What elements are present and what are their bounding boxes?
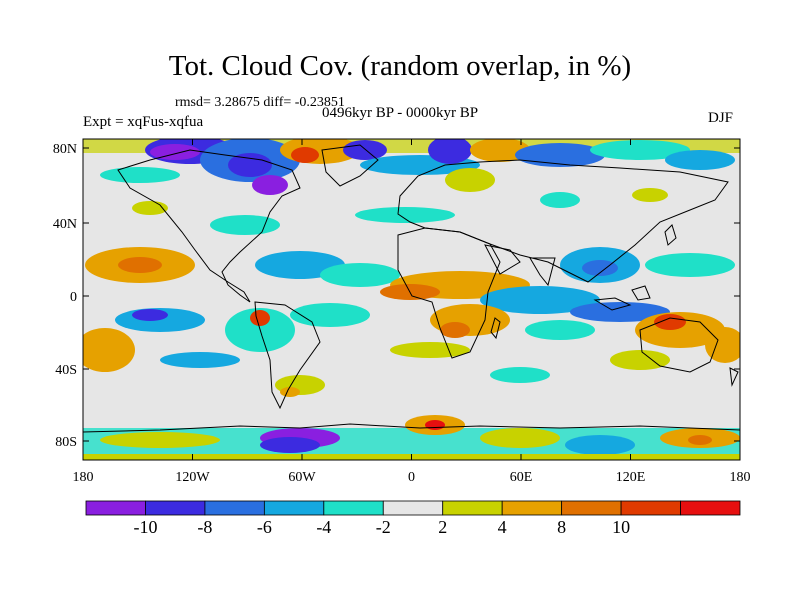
coastlines (83, 144, 740, 433)
colorbar-label: 4 (498, 517, 507, 537)
map-area (83, 139, 740, 460)
colorbar-label: -2 (376, 517, 391, 537)
axis-ticks: 80N 40N 0 40S 80S 180 120W 60W 0 60E 120E 180 (53, 139, 751, 485)
lon-tick-label: 0 (408, 470, 415, 485)
season-label: DJF (708, 110, 734, 126)
colorbar: -10 -8 -6 -4 -2 2 4 8 10 (85, 500, 741, 537)
colorbar-label: -4 (316, 517, 331, 537)
colorbar-swatch (620, 500, 681, 516)
plot-title: Tot. Cloud Cov. (random overlap, in %) (168, 50, 632, 82)
lon-tick-label: 60E (510, 470, 533, 485)
colorbar-swatch (145, 500, 206, 516)
colorbar-label: 10 (612, 517, 630, 537)
colorbar-swatch (323, 500, 384, 516)
colorbar-label: 2 (438, 517, 447, 537)
colorbar-swatch (442, 500, 503, 516)
colorbar-label: -6 (257, 517, 272, 537)
colorbar-label: 8 (557, 517, 566, 537)
stats-text: rmsd= 3.28675 diff= -0.23851 (175, 95, 345, 110)
lat-tick-label: 0 (70, 290, 77, 305)
lon-tick-label: 180 (730, 470, 751, 485)
colorbar-swatch (204, 500, 265, 516)
lon-tick-label: 120E (616, 470, 646, 485)
lat-tick-label: 40S (55, 363, 77, 378)
lon-tick-label: 120W (175, 470, 210, 485)
lat-tick-label: 80S (55, 435, 77, 450)
colorbar-swatch (263, 500, 325, 516)
colorbar-swatch (85, 500, 146, 516)
colorbar-swatch (501, 500, 563, 516)
experiment-label: Expt = xqFus-xqfua (83, 114, 204, 130)
colorbar-swatch (680, 500, 741, 516)
colorbar-label: -8 (197, 517, 212, 537)
lat-tick-label: 40N (53, 217, 77, 232)
lon-tick-label: 60W (288, 470, 316, 485)
colorbar-label: -10 (133, 517, 157, 537)
lon-tick-label: 180 (73, 470, 94, 485)
colorbar-swatch (561, 500, 622, 516)
colorbar-swatch (382, 500, 444, 516)
lat-tick-label: 80N (53, 142, 77, 157)
period-label: 0496kyr BP - 0000kyr BP (322, 105, 479, 121)
